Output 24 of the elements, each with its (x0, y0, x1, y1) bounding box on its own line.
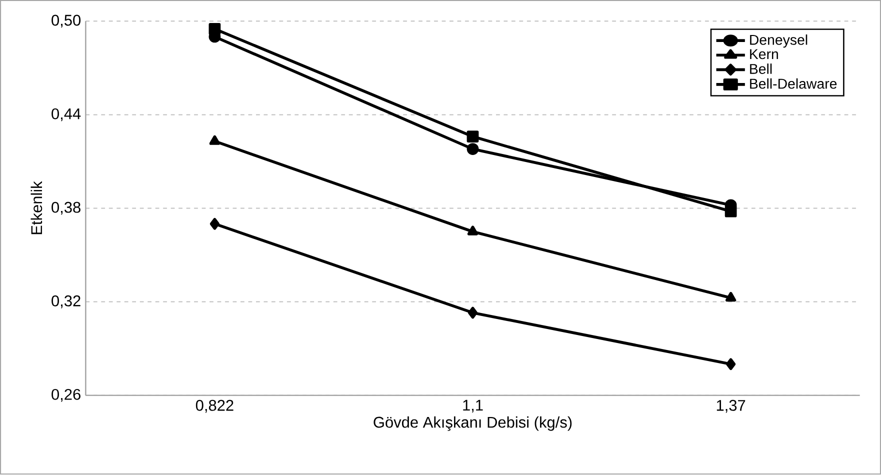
y-tick-label: 0,32 (52, 296, 80, 308)
y-tick-label: 0,26 (52, 389, 80, 402)
point (210, 218, 220, 230)
point (724, 206, 737, 218)
point (725, 292, 736, 302)
point (208, 23, 221, 36)
y-tick-label: 0,44 (52, 108, 81, 122)
point (467, 226, 478, 236)
point (468, 306, 478, 319)
legend-label: Kern (750, 49, 778, 60)
x-axis-title: Gövde Akışkanı Debisi (kg/s) (374, 416, 572, 432)
legend-label: Deneysel (750, 34, 808, 48)
point (466, 130, 479, 143)
x-tick-label: 1,37 (716, 400, 746, 413)
y-tick-label: 0,50 (52, 14, 81, 28)
point (726, 358, 736, 370)
legend-label: Bell (750, 64, 772, 74)
point (466, 143, 479, 156)
x-tick-label: 0,822 (196, 400, 234, 413)
point (209, 135, 220, 146)
legend-label: Bell-Delaware (750, 78, 837, 89)
y-tick-label: 0,38 (52, 202, 80, 215)
y-axis-title: Etkenlik (30, 181, 42, 234)
x-tick-label: 1,1 (463, 400, 483, 413)
